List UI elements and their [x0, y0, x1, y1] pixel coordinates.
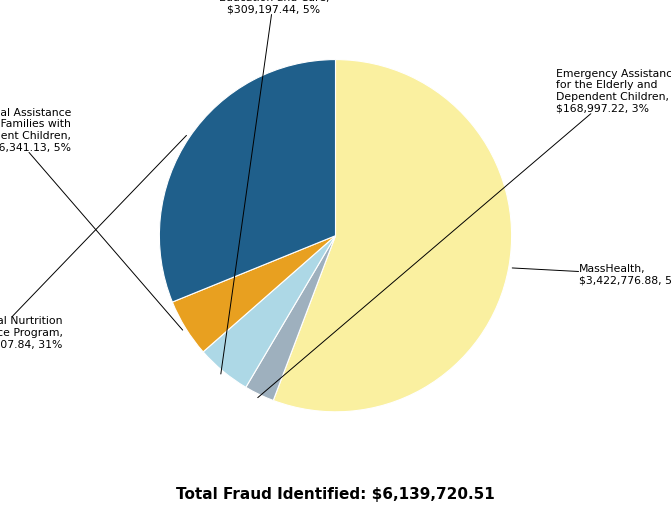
- Text: Department of Early
Education and Care,
$309,197.44, 5%: Department of Early Education and Care, …: [218, 0, 329, 374]
- Wedge shape: [273, 60, 511, 412]
- Wedge shape: [160, 60, 336, 302]
- Text: Emergency Assistance
for the Elderly and
Dependent Children,
$168,997.22, 3%: Emergency Assistance for the Elderly and…: [258, 69, 671, 398]
- Text: Total Fraud Identified: $6,139,720.51: Total Fraud Identified: $6,139,720.51: [176, 487, 495, 502]
- Wedge shape: [203, 236, 336, 387]
- Text: Supplemental Nurtrition
Assistance Program,
$1,912,407.84, 31%: Supplemental Nurtrition Assistance Progr…: [0, 135, 187, 349]
- Text: Transitional Assistance
to Families with
Dependent Children,
$326,341.13, 5%: Transitional Assistance to Families with…: [0, 108, 183, 330]
- Wedge shape: [246, 236, 336, 400]
- Text: MassHealth,
$3,422,776.88, 56%: MassHealth, $3,422,776.88, 56%: [512, 264, 671, 285]
- Wedge shape: [172, 236, 336, 352]
